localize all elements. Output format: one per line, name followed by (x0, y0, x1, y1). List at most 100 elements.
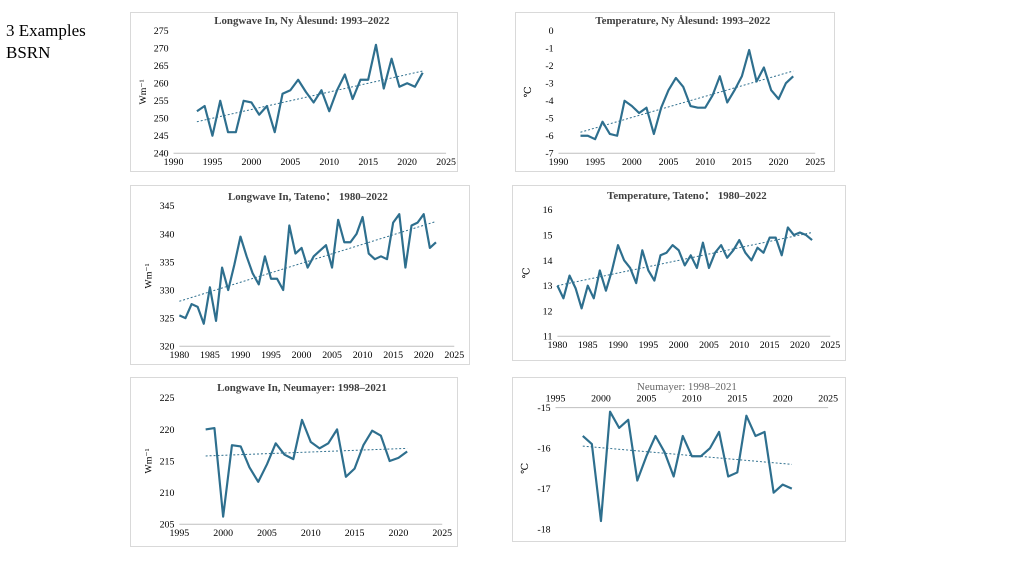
x-tick-label: 1995 (203, 157, 223, 168)
y-tick-label: -17 (537, 484, 550, 495)
series-line (196, 43, 424, 137)
y-tick-label: -15 (537, 403, 550, 414)
x-tick-label: 2000 (591, 394, 611, 405)
x-tick-label: 1990 (231, 350, 251, 361)
caption-line-bsrn: BSRN (6, 43, 51, 62)
y-tick-label: -6 (545, 131, 553, 142)
trend-line (205, 447, 408, 457)
chart-svg: Longwave In, Tateno： 1980–2022 Wm⁻¹ 320 325… (144, 191, 465, 361)
y-tick-label: 250 (154, 114, 169, 125)
x-tick-label: 2015 (358, 157, 378, 168)
y-tick-label: 330 (160, 285, 175, 296)
y-tick-label: 14 (543, 256, 553, 267)
x-tick-label: 2000 (213, 528, 233, 539)
series-line (205, 418, 408, 518)
y-tick-label: 345 (160, 201, 175, 212)
x-tick-label: 2020 (769, 157, 789, 168)
chart-temperature-ny-alesund: Temperature, Ny Ålesund: 1993–2022 ℃ -7 -6 -… (515, 12, 835, 172)
x-tick-label: 2015 (345, 528, 365, 539)
chart-svg: Temperature, Ny Ålesund: 1993–2022 ℃ -7 -6 -… (523, 15, 825, 168)
x-tick-label: 2005 (322, 350, 342, 361)
y-tick-label: -5 (545, 114, 553, 125)
trend-line (557, 232, 813, 287)
x-tick-label: 2025 (820, 340, 840, 351)
x-tick-label: 2015 (383, 350, 403, 361)
x-tick-label: 2015 (727, 394, 747, 405)
chart-longwave-neumayer: Longwave In, Neumayer: 1998–2021 Wm⁻¹ 205 2… (130, 377, 458, 547)
y-axis-label: Wm⁻¹ (144, 448, 155, 473)
chart-svg: Longwave In, Ny Ålesund: 1993–2022 Wm⁻¹ 24… (138, 15, 456, 168)
x-tick-label: 1995 (169, 528, 189, 539)
x-tick-label: 2010 (729, 340, 749, 351)
y-tick-label: -2 (545, 61, 553, 72)
y-tick-label: 325 (160, 314, 175, 325)
x-tick-label: 2025 (818, 394, 838, 405)
y-tick-label: 13 (543, 281, 553, 292)
x-tick-label: 2000 (242, 157, 262, 168)
x-tick-label: 1995 (261, 350, 281, 361)
y-tick-label: 260 (154, 79, 169, 90)
y-tick-label: -18 (537, 525, 550, 536)
x-tick-label: 2000 (292, 350, 312, 361)
y-tick-label: 15 (543, 230, 553, 241)
x-tick-label: 2020 (389, 528, 409, 539)
x-tick-label: 2005 (280, 157, 300, 168)
x-tick-label: 2010 (682, 394, 702, 405)
y-tick-label: -4 (545, 96, 553, 107)
y-tick-label: 225 (160, 393, 175, 404)
y-tick-label: -16 (537, 444, 550, 455)
chart-title: Temperature, Tateno： 1980–2022 (607, 190, 767, 202)
x-tick-label: 1985 (200, 350, 220, 361)
y-tick-label: 245 (154, 131, 169, 142)
chart-title: Longwave In, Tateno： 1980–2022 (228, 191, 388, 203)
y-tick-label: 12 (543, 306, 553, 317)
x-tick-label: 1995 (585, 157, 605, 168)
y-tick-label: 210 (160, 488, 175, 499)
y-tick-label: 255 (154, 96, 169, 107)
x-tick-label: 2020 (773, 394, 793, 405)
trend-line (582, 445, 792, 465)
chart-temperature-neumayer: Neumayer: 1998–2021 ℃ -18 -17 -16 -15 1995 2000… (512, 377, 846, 542)
x-tick-label: 2010 (319, 157, 339, 168)
y-axis-label: Wm⁻¹ (144, 263, 155, 288)
trend-line (580, 70, 794, 133)
x-tick-label: 1990 (608, 340, 628, 351)
y-tick-label: 265 (154, 61, 169, 72)
y-tick-label: 205 (160, 520, 175, 531)
y-axis-label: Wm⁻¹ (138, 79, 149, 104)
y-tick-label: 240 (154, 149, 169, 160)
x-tick-label: 1990 (164, 157, 184, 168)
x-tick-label: 2000 (622, 157, 642, 168)
x-tick-label: 2005 (659, 157, 679, 168)
y-tick-label: -3 (545, 79, 553, 90)
chart-longwave-ny-alesund: Longwave In, Ny Ålesund: 1993–2022 Wm⁻¹ 24… (130, 12, 458, 172)
y-tick-label: 340 (160, 229, 175, 240)
x-tick-label: 1980 (548, 340, 568, 351)
x-tick-label: 2020 (397, 157, 417, 168)
y-tick-label: 215 (160, 456, 175, 467)
chart-title: Neumayer: 1998–2021 (637, 381, 737, 393)
y-tick-label: 11 (543, 332, 553, 343)
trend-line (179, 221, 437, 302)
x-tick-label: 2025 (436, 157, 456, 168)
chart-title: Temperature, Ny Ålesund: 1993–2022 (595, 15, 770, 27)
x-tick-label: 2020 (414, 350, 434, 361)
x-tick-label: 2025 (805, 157, 825, 168)
y-tick-label: -7 (545, 149, 553, 160)
x-tick-label: 2005 (257, 528, 277, 539)
chart-title: Longwave In, Neumayer: 1998–2021 (217, 382, 387, 394)
y-tick-label: -1 (545, 44, 553, 55)
series-line (556, 226, 813, 310)
y-tick-label: 16 (543, 205, 553, 216)
y-tick-label: 0 (549, 26, 554, 37)
x-tick-label: 2015 (760, 340, 780, 351)
caption-line-examples: 3 Examples (6, 21, 86, 40)
y-tick-label: 275 (154, 26, 169, 37)
series-line (582, 410, 793, 523)
x-tick-label: 2025 (444, 350, 464, 361)
x-tick-label: 2005 (699, 340, 719, 351)
x-tick-label: 2010 (695, 157, 715, 168)
x-tick-label: 2000 (669, 340, 689, 351)
chart-svg: Temperature, Tateno： 1980–2022 ℃ 11 12 13 14 1… (522, 190, 840, 351)
